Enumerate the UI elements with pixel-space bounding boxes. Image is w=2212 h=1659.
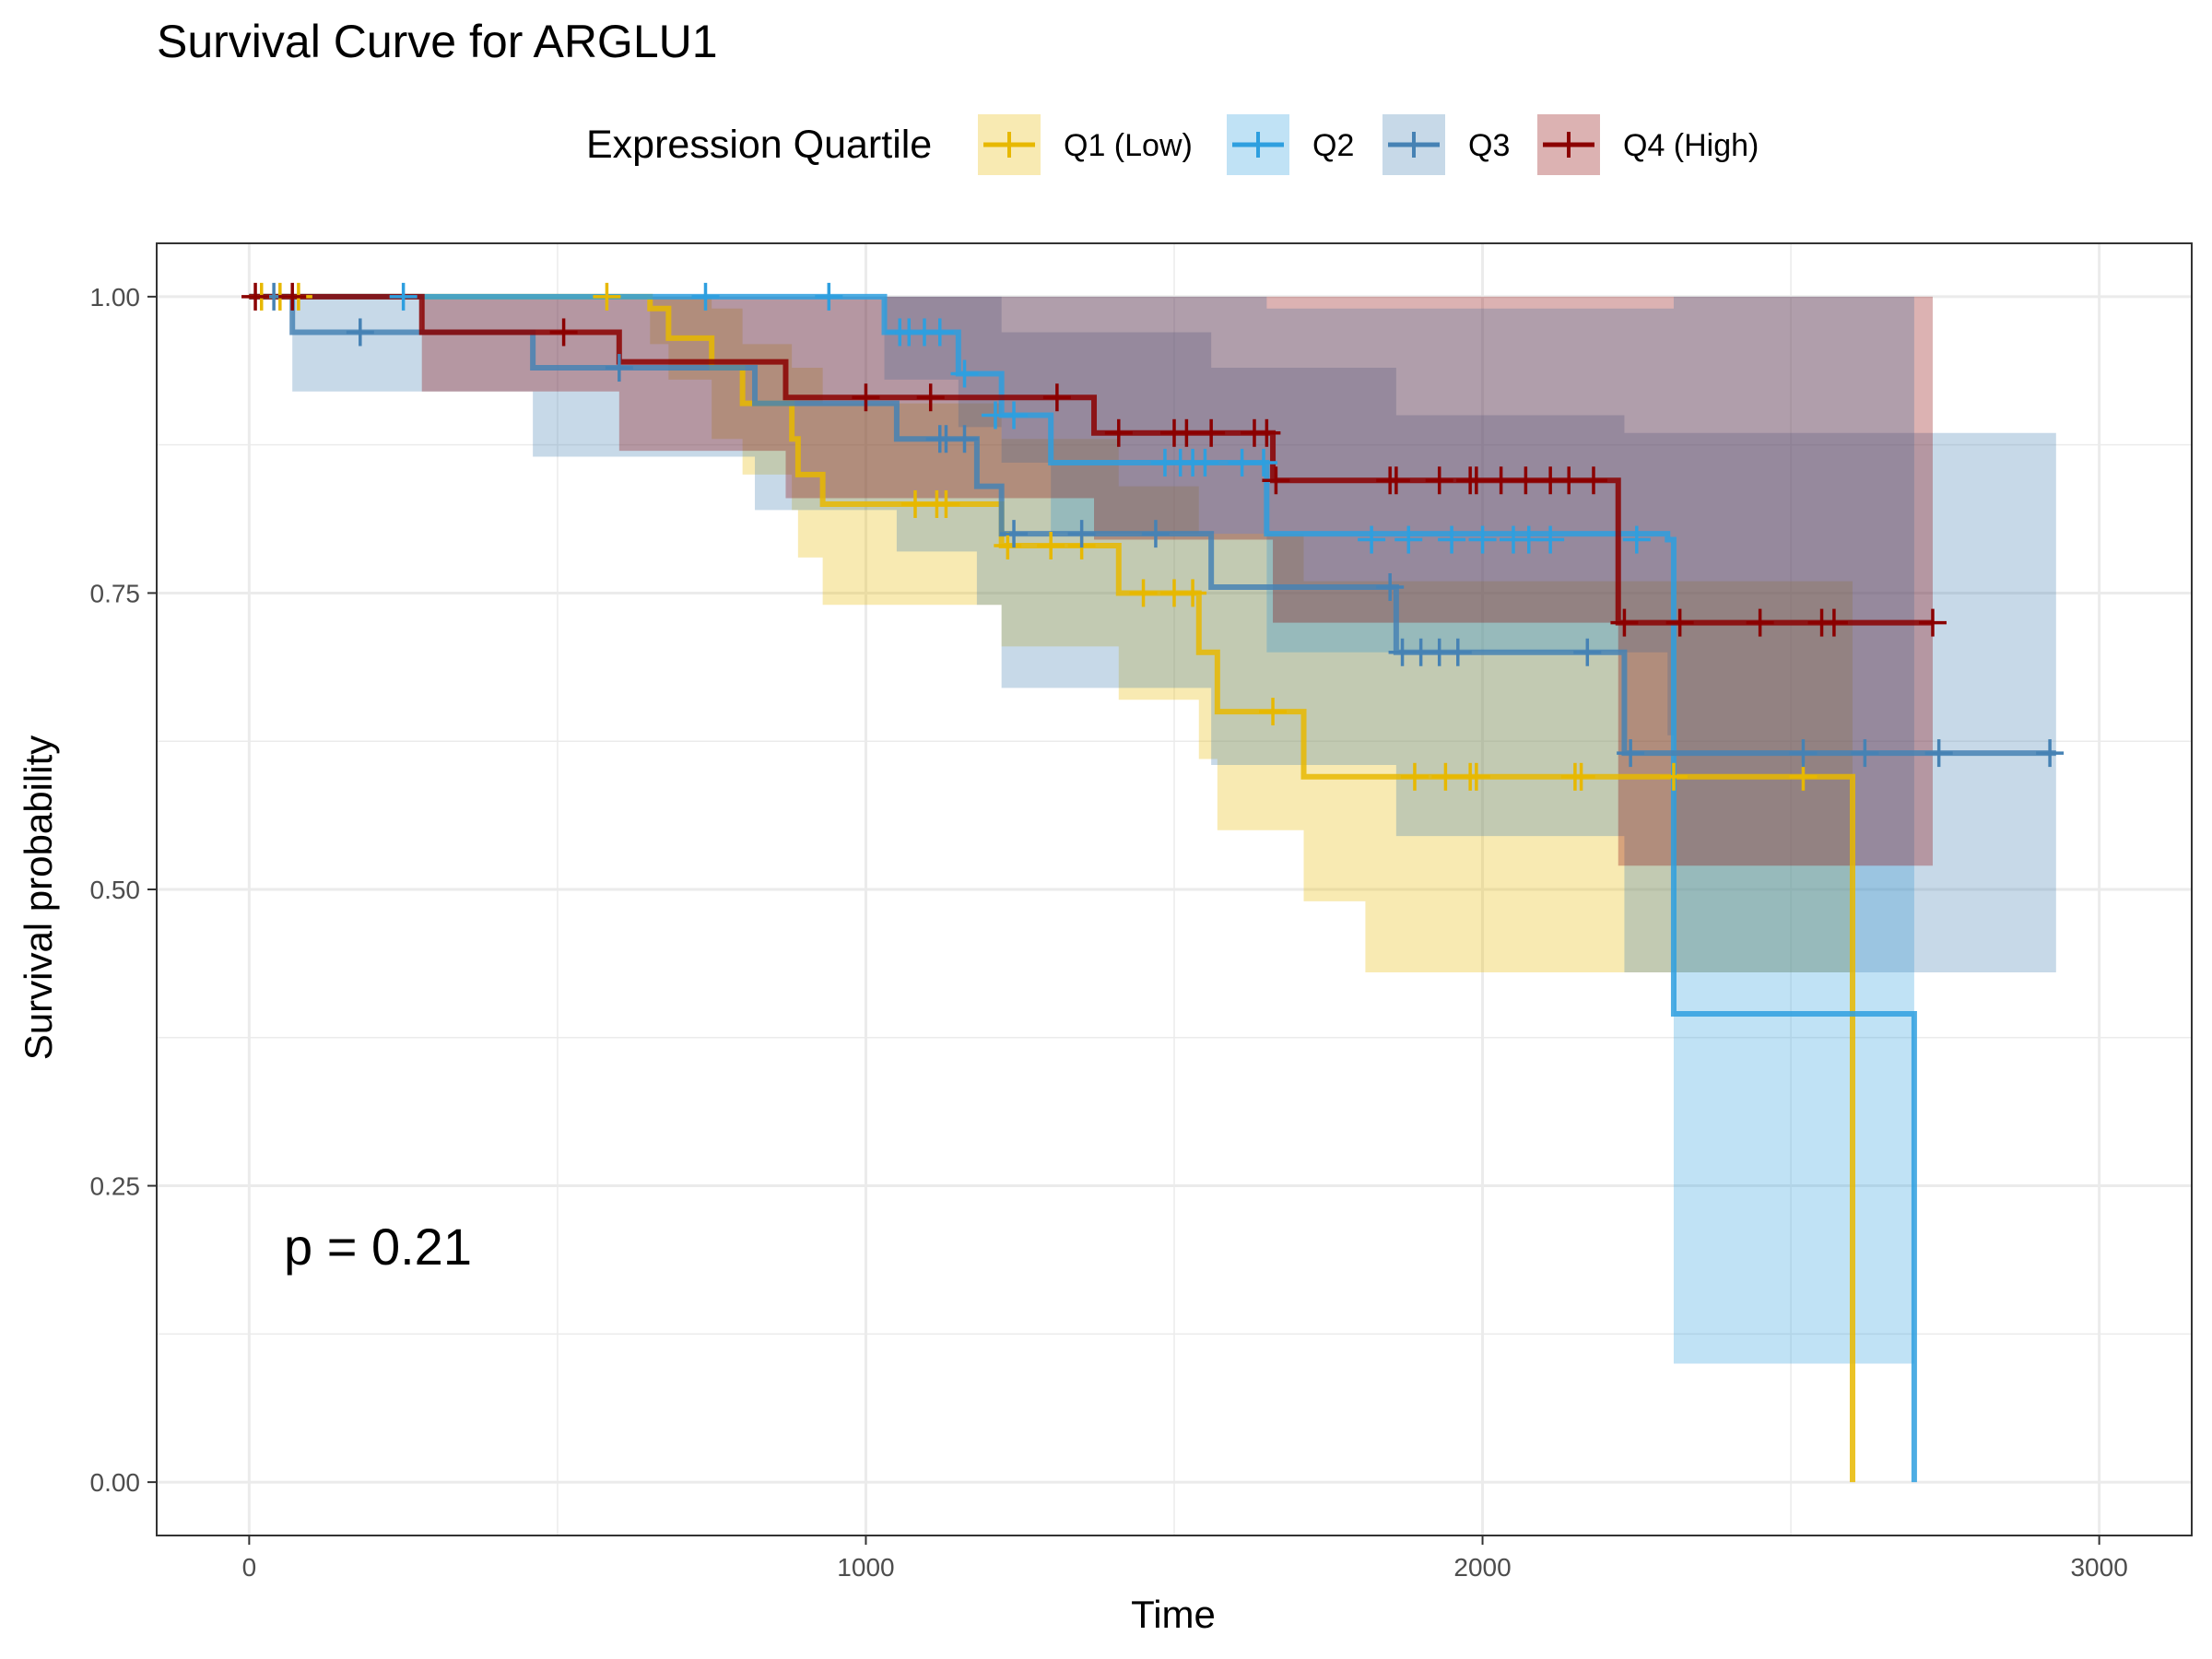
censor-mark-q2 <box>1191 448 1219 477</box>
censor-mark-q2 <box>389 282 418 311</box>
confidence-band-q3 <box>249 296 2056 973</box>
censor-mark-q3 <box>1851 739 1879 768</box>
censor-mark-q4-high <box>1918 608 1947 637</box>
censor-mark-q4-high <box>1555 466 1583 495</box>
censor-mark-q3 <box>1789 739 1818 768</box>
legend-item-q4-high: Q4 (High) <box>1537 114 1759 175</box>
censor-mark-q1-low <box>1462 762 1490 791</box>
legend: Expression Quartile Q1 (Low) Q2 Q3 Q4 (High… <box>586 114 1759 175</box>
censor-mark-q1-low <box>994 531 1022 559</box>
censor-mark-q4-high <box>278 282 307 311</box>
censor-mark-q4-high <box>852 383 880 412</box>
censor-mark-q4-high <box>1262 466 1290 495</box>
censor-mark-q4-high <box>1819 608 1848 637</box>
censor-marks <box>241 282 2065 791</box>
censor-mark-q2 <box>1536 525 1565 554</box>
censor-mark-q1-low <box>593 282 621 311</box>
y-tick-label: 0.00 <box>90 1468 141 1497</box>
censor-mark-q2 <box>1468 525 1497 554</box>
censor-mark-q4-high <box>1610 608 1639 637</box>
censor-mark-q4-high <box>916 383 945 412</box>
censor-mark-q3 <box>346 318 374 347</box>
legend-item-q2: Q2 <box>1227 114 1354 175</box>
censor-mark-q2 <box>925 318 954 347</box>
censor-mark-q4-high <box>549 318 578 347</box>
censor-mark-q3 <box>605 354 633 382</box>
legend-title: Expression Quartile <box>586 123 932 167</box>
x-tick-label: 1000 <box>837 1553 894 1582</box>
censor-mark-q1-low <box>1789 762 1818 791</box>
censor-mark-q3 <box>1376 573 1405 602</box>
censor-mark-q1-low <box>1431 762 1460 791</box>
censor-mark-q3 <box>2036 739 2065 768</box>
x-tick-label: 3000 <box>2070 1553 2127 1582</box>
legend-label: Q2 <box>1312 128 1354 163</box>
censor-mark-q3 <box>1924 739 1953 768</box>
y-tick-label: 0.50 <box>90 876 141 904</box>
survival-curve-q3 <box>249 293 2056 757</box>
censor-mark-q4-high <box>241 282 270 311</box>
legend-label: Q4 (High) <box>1623 128 1759 163</box>
censor-mark-q4-high <box>1104 418 1133 447</box>
confidence-band-q4-high <box>249 296 1933 866</box>
censor-mark-q4-high <box>1425 466 1453 495</box>
censor-mark-q1-low <box>1659 762 1688 791</box>
p-value-annotation: p = 0.21 <box>284 1218 472 1276</box>
confidence-bands <box>249 296 2056 1364</box>
censor-mark-q2 <box>1250 448 1278 477</box>
x-tick-label: 0 <box>242 1553 257 1582</box>
survival-curve-q1-low <box>249 293 1855 1483</box>
censor-mark-q4-high <box>1382 466 1410 495</box>
censor-mark-q1-low <box>1567 762 1595 791</box>
censor-mark-q3 <box>1573 638 1602 666</box>
y-tick-label: 0.25 <box>90 1172 141 1201</box>
censor-mark-q1-low <box>1129 579 1158 607</box>
censor-mark-q4-high <box>1512 466 1540 495</box>
censor-mark-q4-high <box>1197 418 1226 447</box>
legend-item-q3: Q3 <box>1382 114 1510 175</box>
censor-mark-q4-high <box>1172 418 1201 447</box>
censor-mark-q4-high <box>1042 383 1071 412</box>
x-tick-label: 2000 <box>1453 1553 1511 1582</box>
censor-mark-q1-low <box>1400 762 1429 791</box>
censor-mark-q4-high <box>1746 608 1774 637</box>
censor-mark-q1-low <box>932 489 960 518</box>
censor-mark-q3 <box>950 425 979 453</box>
censor-mark-q2 <box>815 282 843 311</box>
censor-mark-q2 <box>1622 525 1651 554</box>
censor-mark-q2 <box>1000 401 1029 429</box>
confidence-band-q2 <box>249 296 1914 1364</box>
legend-label: Q1 (Low) <box>1064 128 1193 163</box>
legend-label: Q3 <box>1468 128 1510 163</box>
x-axis-title: Time <box>1131 1593 1216 1636</box>
censor-mark-q1-low <box>1179 579 1207 607</box>
censor-mark-q2 <box>1438 525 1466 554</box>
censor-mark-q3 <box>1617 739 1645 768</box>
censor-mark-q1-low <box>1259 698 1288 726</box>
y-tick-label: 0.75 <box>90 579 141 607</box>
censor-mark-q1-low <box>1037 531 1065 559</box>
censor-mark-q3 <box>1067 520 1096 548</box>
y-tick-label: 1.00 <box>90 283 141 312</box>
censor-mark-q4-high <box>1579 466 1607 495</box>
censor-mark-q2 <box>1394 525 1423 554</box>
plot-panel <box>156 242 2193 1536</box>
chart-title: Survival Curve for ARGLU1 <box>157 16 718 67</box>
censor-mark-q2 <box>950 359 979 388</box>
censor-mark-q3 <box>1443 638 1472 666</box>
confidence-band-q1-low <box>249 296 1853 973</box>
legend-item-q1-low: Q1 (Low) <box>978 114 1193 175</box>
censor-mark-q4-high <box>1665 608 1694 637</box>
censor-mark-q3 <box>1141 520 1170 548</box>
y-axis-title: Survival probability <box>17 735 60 1061</box>
censor-mark-q2 <box>691 282 720 311</box>
censor-mark-q4-high <box>1462 466 1490 495</box>
censor-mark-q4-high <box>1253 418 1281 447</box>
censor-mark-q2 <box>1358 525 1386 554</box>
censor-mark-q4-high <box>1487 466 1515 495</box>
axes: 0.00 0.25 0.50 0.75 1.00 0 1000 2000 3000 <box>90 283 2128 1582</box>
censor-mark-q3 <box>1000 520 1029 548</box>
